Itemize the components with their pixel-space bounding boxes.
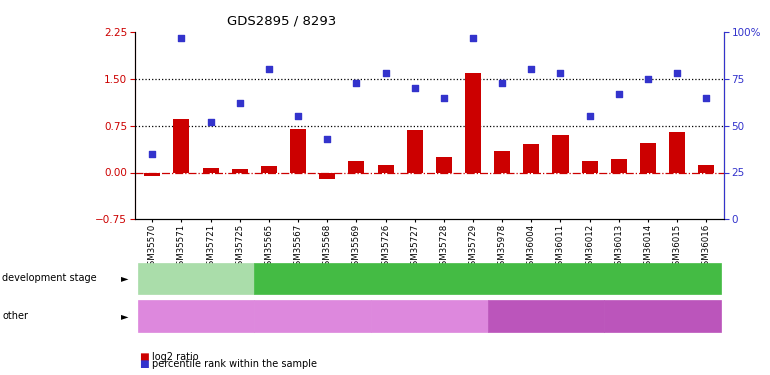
Bar: [581, 161, 598, 172]
Text: 7 - 9 cm section: 7 - 9 cm section: [623, 311, 701, 321]
Bar: [640, 143, 656, 172]
Bar: [611, 159, 627, 172]
Text: ►: ►: [121, 311, 129, 321]
Bar: [524, 144, 539, 172]
Point: [350, 80, 363, 86]
Text: 5 - 7 cm section: 5 - 7 cm section: [507, 311, 585, 321]
Point: [204, 119, 216, 125]
Bar: [436, 157, 452, 172]
Point: [613, 91, 625, 97]
Bar: [203, 168, 219, 172]
Bar: [144, 172, 160, 176]
Bar: [465, 72, 481, 172]
Text: 5 cm stem: 5 cm stem: [169, 273, 223, 284]
Point: [467, 34, 479, 40]
Point: [292, 113, 304, 119]
Bar: [553, 135, 568, 172]
Text: ■: ■: [139, 359, 149, 369]
Point: [263, 66, 275, 72]
Text: GDS2895 / 8293: GDS2895 / 8293: [227, 15, 336, 28]
Text: 10 cm stem: 10 cm stem: [457, 273, 518, 284]
Point: [584, 113, 596, 119]
Bar: [494, 151, 511, 172]
Bar: [348, 161, 364, 172]
Text: ■: ■: [139, 352, 149, 362]
Point: [642, 76, 654, 82]
Text: 0 - 3 cm section: 0 - 3 cm section: [273, 311, 352, 321]
Point: [700, 94, 712, 100]
Text: 3 - 5 cm section: 3 - 5 cm section: [390, 311, 468, 321]
Point: [525, 66, 537, 72]
Text: development stage: development stage: [2, 273, 97, 284]
Text: other: other: [2, 311, 28, 321]
Text: ►: ►: [121, 273, 129, 284]
Bar: [173, 119, 189, 172]
Point: [380, 70, 392, 76]
Bar: [232, 170, 248, 172]
Point: [146, 151, 159, 157]
Bar: [698, 165, 715, 172]
Bar: [290, 129, 306, 172]
Point: [671, 70, 683, 76]
Point: [233, 100, 246, 106]
Point: [554, 70, 567, 76]
Bar: [407, 130, 423, 172]
Point: [437, 94, 450, 100]
Bar: [261, 166, 277, 172]
Bar: [377, 165, 393, 172]
Point: [496, 80, 508, 86]
Bar: [669, 132, 685, 172]
Bar: [320, 172, 335, 179]
Text: percentile rank within the sample: percentile rank within the sample: [152, 359, 317, 369]
Text: log2 ratio: log2 ratio: [152, 352, 199, 362]
Point: [176, 34, 188, 40]
Point: [321, 136, 333, 142]
Text: 2 - 4 cm section: 2 - 4 cm section: [157, 311, 236, 321]
Point: [409, 85, 421, 91]
